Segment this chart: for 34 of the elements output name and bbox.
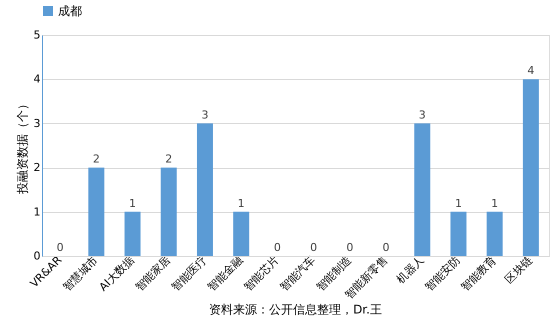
bar <box>486 212 503 256</box>
bar <box>160 168 177 256</box>
bar <box>450 212 466 256</box>
y-tick-label: 2 <box>34 161 40 174</box>
data-label: 1 <box>238 196 245 210</box>
bar <box>522 79 539 256</box>
data-label: 0 <box>382 241 390 254</box>
data-label: 0 <box>274 241 281 254</box>
bar <box>124 212 141 256</box>
bar <box>196 123 213 256</box>
data-label: 0 <box>56 241 64 254</box>
data-label: 0 <box>346 241 354 254</box>
y-tick-label: 4 <box>34 72 40 86</box>
data-label: 2 <box>165 152 172 166</box>
y-axis-title: 投融资数据（个） <box>16 98 30 195</box>
x-tick-label: 区块链 <box>502 254 536 286</box>
data-label: 3 <box>201 108 208 122</box>
legend-label: 成都 <box>58 4 82 18</box>
data-label: 3 <box>418 108 426 122</box>
data-label: 1 <box>491 196 498 210</box>
data-label: 4 <box>527 64 534 78</box>
x-tick-label: 智慧城市 <box>60 254 101 294</box>
bar <box>233 212 250 256</box>
data-label: 1 <box>454 196 462 210</box>
bar <box>88 168 104 256</box>
y-tick-label: 5 <box>34 28 40 42</box>
text: 资料来源：公开信息整理，Dr.王 <box>209 302 382 316</box>
data-label: 1 <box>129 196 136 210</box>
x-tick-label: 智能教育 <box>458 254 499 294</box>
y-tick-label: 3 <box>34 116 40 130</box>
data-label: 0 <box>310 241 318 254</box>
data-label: 2 <box>92 152 100 166</box>
bar <box>414 123 430 256</box>
y-tick-label: 1 <box>34 205 40 218</box>
